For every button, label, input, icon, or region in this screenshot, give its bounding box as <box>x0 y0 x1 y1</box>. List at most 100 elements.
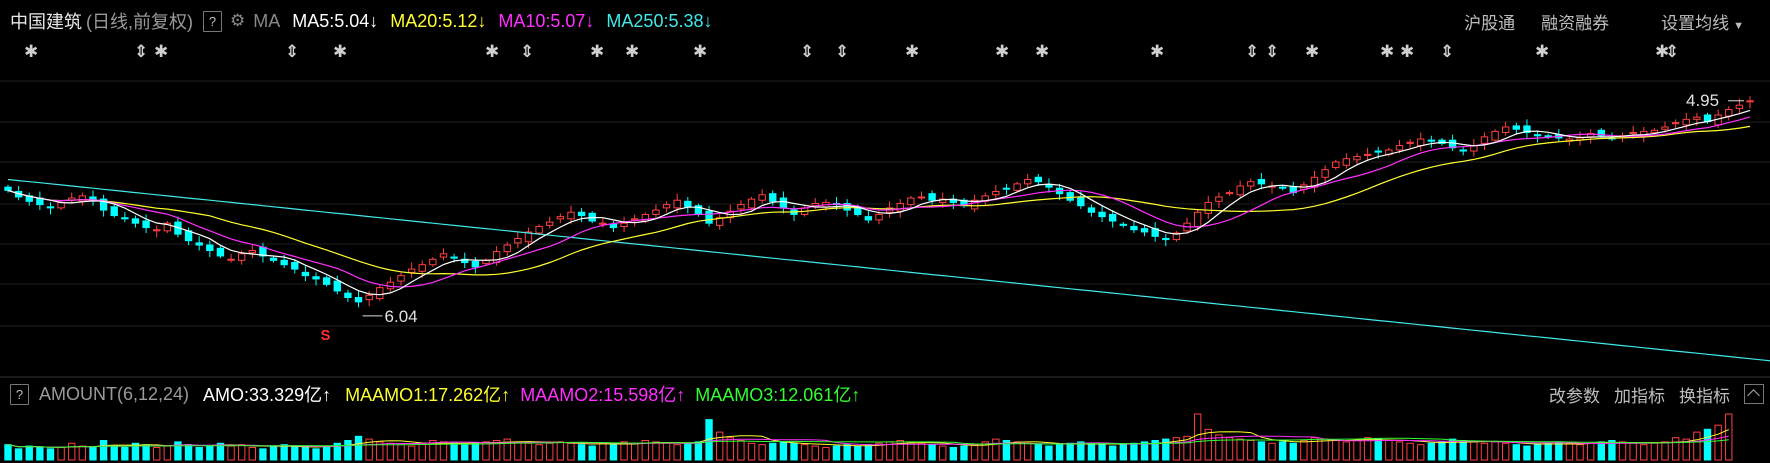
candle <box>737 204 745 210</box>
candle <box>567 211 575 220</box>
amount-bar <box>1438 441 1446 461</box>
modify-params-button[interactable]: 改参数 <box>1549 386 1600 406</box>
amount-bar <box>1002 439 1011 461</box>
event-marker[interactable]: ✱ <box>905 42 920 61</box>
amount-bar <box>1470 441 1478 461</box>
amount-bar <box>588 445 596 461</box>
event-marker[interactable]: ⇕ <box>800 42 815 61</box>
candle <box>577 211 586 217</box>
gear-icon[interactable]: ⚙ <box>230 11 246 30</box>
amount-bar <box>4 444 12 461</box>
candle <box>344 292 352 298</box>
amount-bar <box>567 442 575 461</box>
event-marker[interactable]: ⇕ <box>835 42 850 61</box>
amount-bar <box>57 446 65 461</box>
high-price-label: 4.95 <box>1686 91 1719 110</box>
candle <box>1417 138 1425 147</box>
amount-bar <box>694 441 703 461</box>
candle <box>907 197 915 206</box>
maamo1-value: MAAMO1:17.262亿↑ <box>345 385 511 405</box>
event-marker[interactable]: ✱ <box>1035 42 1050 61</box>
event-markers: ✱ ⇕ ✱ ⇕ ✱ ✱ ⇕ ✱ ✱ ✱ ⇕ ⇕ ✱ ✱ ✱ ✱ ⇕ ⇕ ✱ ✱ ✱ ⇕ ✱ ✱ ⇕ <box>0 42 1770 64</box>
indicator-name[interactable]: AMOUNT(6,12,24) <box>39 383 190 404</box>
amount-bar <box>461 444 469 461</box>
stock-name[interactable]: 中国建筑 <box>10 12 82 32</box>
event-marker[interactable]: ⇕ <box>1265 42 1280 61</box>
amount-bar <box>737 439 745 461</box>
amount-bar <box>418 442 426 461</box>
maamo3-line <box>7 437 1729 448</box>
amount-bar <box>1682 438 1690 461</box>
event-marker[interactable]: ⇕ <box>1245 42 1260 61</box>
event-marker[interactable]: ✱ <box>590 42 605 61</box>
candle <box>1215 196 1223 202</box>
event-marker[interactable]: ✱ <box>333 42 348 61</box>
candle <box>1045 184 1053 188</box>
candle <box>1353 156 1361 161</box>
switch-indicator-button[interactable]: 换指标 <box>1679 386 1730 406</box>
event-marker[interactable]: ⇕ <box>1665 42 1680 61</box>
amount-bar <box>1247 439 1255 461</box>
event-marker[interactable]: ⇕ <box>520 42 535 61</box>
amount-bar <box>1512 444 1521 461</box>
event-marker[interactable]: ✱ <box>1535 42 1550 61</box>
candle <box>684 200 692 208</box>
event-marker[interactable]: ⇕ <box>134 42 149 61</box>
amount-bar <box>514 441 522 461</box>
event-marker[interactable]: ✱ <box>1150 42 1165 61</box>
event-marker[interactable]: ✱ <box>485 42 500 61</box>
help-button[interactable]: ? <box>203 10 222 32</box>
amount-bar <box>407 445 416 461</box>
candle <box>1395 145 1404 151</box>
amount-chart[interactable] <box>0 410 1770 463</box>
price-chart[interactable]: 6.04 S 4.95 <box>0 64 1770 378</box>
event-marker[interactable]: ✱ <box>625 42 640 61</box>
amount-bar <box>599 442 607 461</box>
amount-bar <box>790 442 798 461</box>
candle <box>1725 109 1733 117</box>
event-marker[interactable]: ⇕ <box>1440 42 1455 61</box>
candle <box>1427 139 1436 142</box>
event-marker[interactable]: ✱ <box>24 42 39 61</box>
amount-bar <box>291 445 299 461</box>
event-marker[interactable]: ✱ <box>995 42 1010 61</box>
ma5-value: MA5:5.04↓ <box>292 10 379 31</box>
candle <box>365 294 373 301</box>
amount-bar <box>322 445 331 461</box>
amount-bar <box>1544 442 1552 461</box>
amount-bar <box>1055 444 1064 461</box>
amount-bar <box>1693 431 1701 461</box>
amount-bar <box>811 445 819 461</box>
event-marker[interactable]: ⇕ <box>285 42 300 61</box>
candle <box>407 268 416 273</box>
amount-bar <box>631 442 639 461</box>
amount-bar <box>939 445 947 461</box>
add-indicator-button[interactable]: 加指标 <box>1614 386 1665 406</box>
candle <box>312 276 320 280</box>
candle <box>1119 223 1127 226</box>
event-marker[interactable]: ✱ <box>154 42 169 61</box>
event-marker[interactable]: ✱ <box>1655 42 1670 61</box>
amount-bar <box>747 442 756 461</box>
amount-bar <box>864 444 873 461</box>
amount-bar <box>641 439 650 461</box>
hk-connect-link[interactable]: 沪股通 <box>1464 13 1516 33</box>
candle <box>1130 225 1138 231</box>
candle <box>769 193 777 202</box>
amount-bar <box>1491 441 1499 461</box>
maximize-icon[interactable] <box>1744 384 1764 404</box>
event-marker[interactable]: ✱ <box>1400 42 1415 61</box>
indicator-help-button[interactable]: ? <box>10 383 29 405</box>
amount-bar <box>928 444 936 461</box>
candle <box>652 209 660 215</box>
margin-trading-link[interactable]: 融资融券 <box>1541 13 1610 33</box>
amount-bar <box>1565 442 1574 461</box>
ma-settings-link[interactable]: 设置均线 ▼ <box>1661 13 1744 33</box>
candle <box>376 287 384 300</box>
event-marker[interactable]: ✱ <box>1305 42 1320 61</box>
event-marker[interactable]: ✱ <box>693 42 708 61</box>
event-marker[interactable]: ✱ <box>1380 42 1395 61</box>
amount-bar <box>1268 442 1276 461</box>
candle <box>875 213 883 221</box>
chart-header: 中国建筑 (日线,前复权) ? ⚙ MA MA5:5.04↓ MA20:5.12… <box>0 0 1770 42</box>
